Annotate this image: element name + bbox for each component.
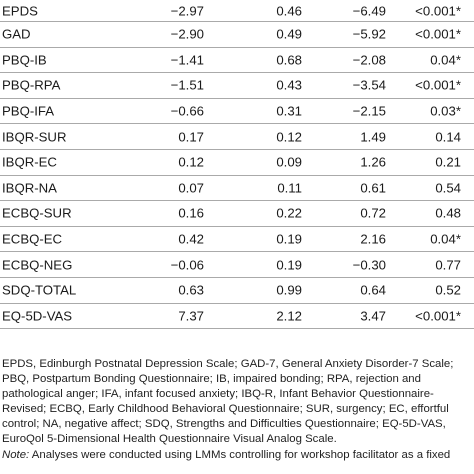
measure-cell: ECBQ-SUR bbox=[2, 205, 72, 221]
t-value-cell: 1.49 bbox=[360, 129, 386, 145]
table-row: IBQR-EC 0.12 0.09 1.26 0.21 bbox=[0, 150, 474, 176]
p-value-cell: 0.03* bbox=[430, 103, 461, 119]
t-value-cell: −2.15 bbox=[352, 103, 386, 119]
table-row: ECBQ-EC 0.42 0.19 2.16 0.04* bbox=[0, 227, 474, 253]
measure-cell: PBQ-RPA bbox=[2, 77, 61, 93]
table-row: ECBQ-NEG −0.06 0.19 −0.30 0.77 bbox=[0, 252, 474, 278]
table-row: EQ-5D-VAS 7.37 2.12 3.47 <0.001* bbox=[0, 304, 474, 330]
estimate-cell: −2.97 bbox=[170, 3, 204, 18]
t-value-cell: −5.92 bbox=[352, 26, 386, 42]
t-value-cell: 3.47 bbox=[360, 308, 386, 324]
measure-cell: SDQ-TOTAL bbox=[2, 282, 77, 298]
measure-cell: IBQR-EC bbox=[2, 154, 57, 170]
t-value-cell: 0.64 bbox=[360, 282, 386, 298]
estimate-cell: −0.66 bbox=[170, 103, 204, 119]
p-value-cell: <0.001* bbox=[415, 3, 461, 18]
estimate-cell: 0.12 bbox=[178, 154, 204, 170]
table-row: ECBQ-SUR 0.16 0.22 0.72 0.48 bbox=[0, 201, 474, 227]
estimate-cell: −0.06 bbox=[170, 257, 204, 273]
measure-cell: ECBQ-EC bbox=[2, 231, 63, 247]
measure-cell: GAD bbox=[2, 26, 31, 42]
t-value-cell: 2.16 bbox=[360, 231, 386, 247]
p-value-cell: 0.04* bbox=[430, 52, 461, 68]
se-cell: 0.19 bbox=[276, 257, 302, 273]
se-cell: 0.43 bbox=[276, 77, 302, 93]
t-value-cell: −0.30 bbox=[352, 257, 386, 273]
p-value-cell: 0.21 bbox=[435, 154, 461, 170]
table-row: SDQ-TOTAL 0.63 0.99 0.64 0.52 bbox=[0, 278, 474, 304]
se-cell: 0.09 bbox=[276, 154, 302, 170]
se-cell: 0.46 bbox=[276, 3, 302, 18]
p-value-cell: <0.001* bbox=[415, 26, 461, 42]
p-value-cell: 0.48 bbox=[435, 205, 461, 221]
note-label: Note: bbox=[2, 448, 30, 461]
p-value-cell: <0.001* bbox=[415, 308, 461, 324]
estimate-cell: 0.63 bbox=[178, 282, 204, 298]
table-row: GAD −2.90 0.49 −5.92 <0.001* bbox=[0, 22, 474, 48]
se-cell: 0.68 bbox=[276, 52, 302, 68]
table-row: IBQR-SUR 0.17 0.12 1.49 0.14 bbox=[0, 124, 474, 150]
p-value-cell: 0.54 bbox=[435, 180, 461, 196]
table-row: PBQ-RPA −1.51 0.43 −3.54 <0.001* bbox=[0, 73, 474, 99]
measure-cell: EQ-5D-VAS bbox=[2, 308, 73, 324]
estimate-cell: 0.42 bbox=[178, 231, 204, 247]
p-value-cell: 0.04* bbox=[430, 231, 461, 247]
se-cell: 0.99 bbox=[276, 282, 302, 298]
measure-cell: EPDS bbox=[2, 3, 38, 18]
note-body: Analyses were conducted using LMMs contr… bbox=[29, 448, 451, 461]
measure-cell: IBQR-NA bbox=[2, 180, 57, 196]
estimate-cell: 7.37 bbox=[178, 308, 204, 324]
t-value-cell: −3.54 bbox=[352, 77, 386, 93]
note-text: Note: Analyses were conducted using LMMs… bbox=[2, 448, 472, 463]
p-value-cell: <0.001* bbox=[415, 77, 461, 93]
t-value-cell: 1.26 bbox=[360, 154, 386, 170]
se-cell: 0.12 bbox=[276, 129, 302, 145]
estimate-cell: 0.07 bbox=[178, 180, 204, 196]
estimate-cell: −1.51 bbox=[170, 77, 204, 93]
measure-cell: PBQ-IFA bbox=[2, 103, 55, 119]
p-value-cell: 0.52 bbox=[435, 282, 461, 298]
table-row: PBQ-IFA −0.66 0.31 −2.15 0.03* bbox=[0, 99, 474, 125]
measure-cell: PBQ-IB bbox=[2, 52, 47, 68]
se-cell: 0.11 bbox=[277, 180, 302, 196]
t-value-cell: 0.72 bbox=[360, 205, 386, 221]
estimate-cell: −1.41 bbox=[170, 52, 204, 68]
t-value-cell: 0.61 bbox=[360, 180, 386, 196]
table-footnote: EPDS, Edinburgh Postnatal Depression Sca… bbox=[2, 357, 472, 463]
p-value-cell: 0.77 bbox=[435, 257, 461, 273]
table-row: IBQR-NA 0.07 0.11 0.61 0.54 bbox=[0, 176, 474, 202]
se-cell: 0.49 bbox=[276, 26, 302, 42]
results-table: EPDS −2.97 0.46 −6.49 <0.001* GAD −2.90 0.49 −5.… bbox=[0, 0, 474, 330]
estimate-cell: 0.17 bbox=[178, 129, 204, 145]
measure-cell: IBQR-SUR bbox=[2, 129, 67, 145]
estimate-cell: −2.90 bbox=[170, 26, 204, 42]
se-cell: 0.31 bbox=[276, 103, 302, 119]
se-cell: 0.22 bbox=[276, 205, 302, 221]
se-cell: 0.19 bbox=[276, 231, 302, 247]
measure-cell: ECBQ-NEG bbox=[2, 257, 73, 273]
t-value-cell: −2.08 bbox=[352, 52, 386, 68]
table-row: EPDS −2.97 0.46 −6.49 <0.001* bbox=[0, 0, 474, 22]
t-value-cell: −6.49 bbox=[352, 3, 386, 18]
table-row: PBQ-IB −1.41 0.68 −2.08 0.04* bbox=[0, 48, 474, 74]
estimate-cell: 0.16 bbox=[178, 205, 204, 221]
abbreviations-text: EPDS, Edinburgh Postnatal Depression Sca… bbox=[2, 358, 454, 446]
se-cell: 2.12 bbox=[276, 308, 302, 324]
p-value-cell: 0.14 bbox=[435, 129, 461, 145]
